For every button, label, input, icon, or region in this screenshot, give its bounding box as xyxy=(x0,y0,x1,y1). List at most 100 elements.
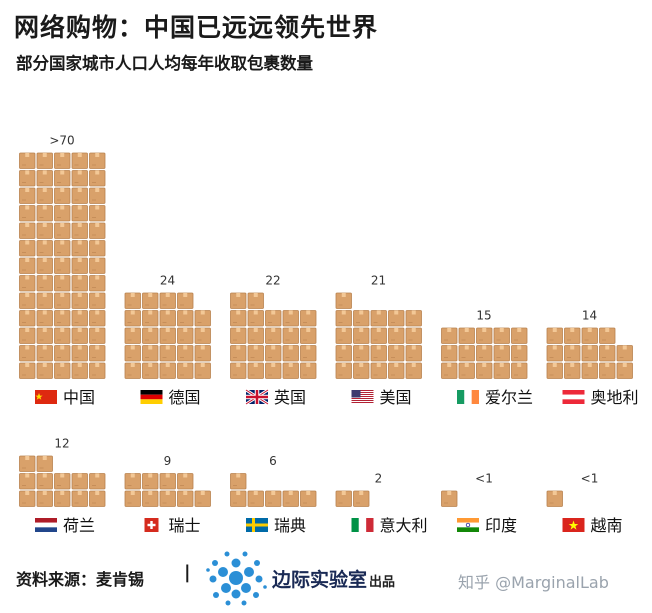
parcel-box xyxy=(265,327,282,344)
parcel-box xyxy=(194,327,211,344)
parcel-box xyxy=(458,362,475,379)
parcel-box xyxy=(599,362,616,379)
parcel-box xyxy=(564,327,581,344)
bar-ch xyxy=(124,473,211,507)
value-label: 24 xyxy=(160,274,175,288)
bar-cn xyxy=(19,152,106,379)
parcel-box xyxy=(54,292,71,309)
parcel-box xyxy=(19,187,36,204)
parcel-box xyxy=(71,152,88,169)
pictogram-chart: >70 中国 24 德国 22 英国 21 美国 15 爱尔兰 14 奥地利 12 荷兰 9 瑞士 6 瑞典 2 意大… xyxy=(19,134,639,535)
parcel-box xyxy=(36,187,53,204)
parcel-box xyxy=(353,310,370,327)
parcel-box xyxy=(335,310,352,327)
parcel-box xyxy=(230,490,247,507)
parcel-box xyxy=(159,327,176,344)
parcel-box xyxy=(71,222,88,239)
parcel-box xyxy=(89,152,106,169)
parcel-box xyxy=(71,257,88,274)
parcel-box xyxy=(71,275,88,292)
parcel-box xyxy=(247,327,264,344)
bar-it xyxy=(335,490,370,507)
parcel-box xyxy=(388,362,405,379)
de-flag-icon xyxy=(140,390,163,404)
parcel-box xyxy=(300,362,317,379)
at-flag-icon xyxy=(562,390,585,404)
parcel-box xyxy=(71,170,88,187)
parcel-box xyxy=(36,310,53,327)
parcel-box xyxy=(54,345,71,362)
parcel-box xyxy=(370,310,387,327)
parcel-box xyxy=(19,310,36,327)
bar-gb xyxy=(230,292,317,379)
parcel-box xyxy=(89,257,106,274)
country-label: 奥地利 xyxy=(591,388,639,407)
parcel-box xyxy=(335,292,352,309)
ie-flag-icon xyxy=(457,390,479,404)
source-text: 资料来源：麦肯锡 xyxy=(16,570,145,589)
parcel-box xyxy=(19,292,36,309)
parcel-box xyxy=(159,345,176,362)
parcel-box xyxy=(335,490,352,507)
parcel-box xyxy=(19,170,36,187)
parcel-box xyxy=(54,152,71,169)
parcel-box xyxy=(564,345,581,362)
parcel-box xyxy=(546,362,563,379)
in-flag-icon xyxy=(457,518,479,532)
parcel-box xyxy=(36,473,53,490)
parcel-box xyxy=(159,490,176,507)
parcel-box xyxy=(493,327,510,344)
parcel-box xyxy=(71,473,88,490)
parcel-box xyxy=(282,362,299,379)
parcel-box xyxy=(581,362,598,379)
parcel-box xyxy=(54,187,71,204)
watermark: 知乎 @MarginalLab xyxy=(458,573,609,592)
parcel-box xyxy=(282,345,299,362)
parcel-box xyxy=(247,362,264,379)
country-label: 印度 xyxy=(485,516,517,535)
parcel-box xyxy=(89,240,106,257)
parcel-box xyxy=(89,292,106,309)
value-label: <1 xyxy=(475,472,493,486)
parcel-box xyxy=(441,490,458,507)
lab-logo-icon xyxy=(206,551,267,606)
parcel-box xyxy=(265,310,282,327)
parcel-box xyxy=(493,362,510,379)
value-label: 9 xyxy=(164,454,172,468)
parcel-box xyxy=(405,345,422,362)
lab-suffix: 出品 xyxy=(369,575,396,590)
value-label: 6 xyxy=(269,454,277,468)
country-label: 荷兰 xyxy=(63,516,95,535)
country-label: 英国 xyxy=(274,388,306,407)
parcel-box xyxy=(36,362,53,379)
parcel-box xyxy=(19,327,36,344)
parcel-box xyxy=(511,327,528,344)
value-label: >70 xyxy=(49,134,74,148)
parcel-box xyxy=(19,362,36,379)
bar-vn xyxy=(546,490,563,507)
parcel-box xyxy=(71,292,88,309)
parcel-box xyxy=(36,292,53,309)
parcel-box xyxy=(54,170,71,187)
parcel-box xyxy=(616,362,633,379)
parcel-box xyxy=(36,152,53,169)
parcel-box xyxy=(370,327,387,344)
value-label: 21 xyxy=(371,274,386,288)
parcel-box xyxy=(71,205,88,222)
parcel-box xyxy=(54,240,71,257)
parcel-box xyxy=(36,170,53,187)
parcel-box xyxy=(247,310,264,327)
parcel-box xyxy=(142,473,159,490)
parcel-box xyxy=(36,205,53,222)
parcel-box xyxy=(71,310,88,327)
parcel-box xyxy=(247,490,264,507)
parcel-box xyxy=(142,292,159,309)
parcel-box xyxy=(124,490,141,507)
it-flag-icon xyxy=(351,518,374,532)
parcel-box xyxy=(388,345,405,362)
parcel-box xyxy=(159,362,176,379)
parcel-box xyxy=(89,473,106,490)
parcel-box xyxy=(36,327,53,344)
parcel-box xyxy=(282,327,299,344)
parcel-box xyxy=(159,310,176,327)
